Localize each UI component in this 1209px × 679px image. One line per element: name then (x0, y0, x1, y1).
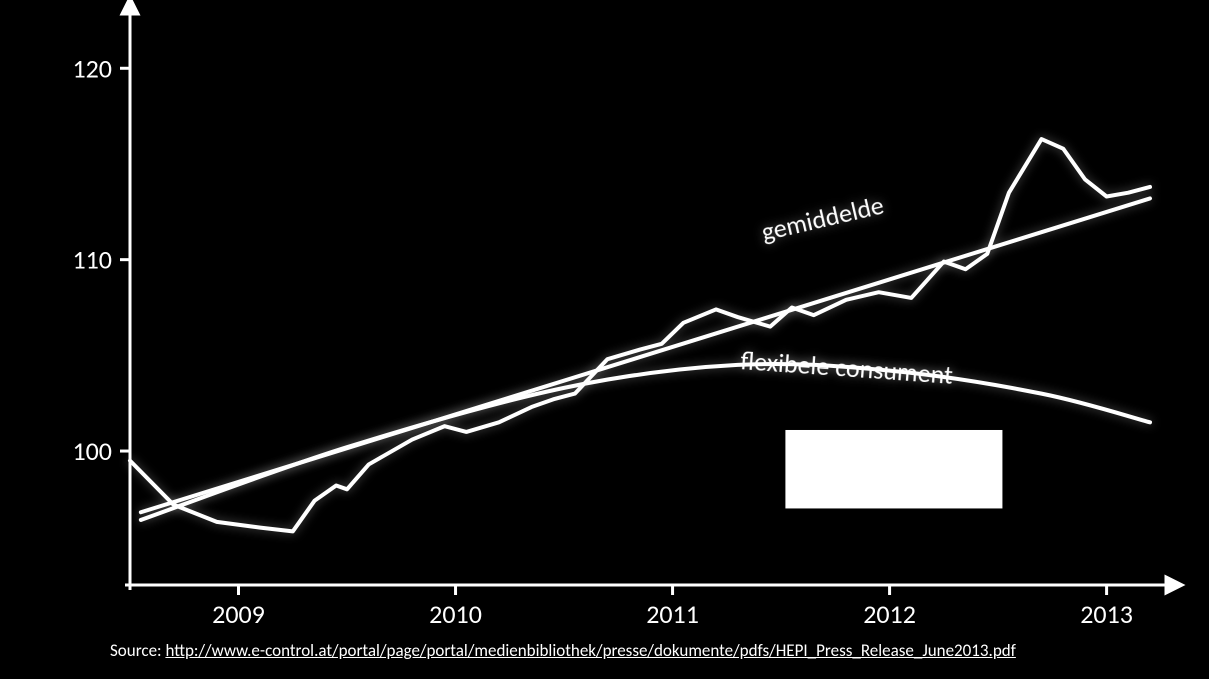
x-tick-label: 2009 (212, 598, 265, 630)
x-tick-label: 2010 (429, 598, 482, 630)
y-tick-label: 120 (72, 52, 112, 84)
mask-box (785, 430, 1002, 508)
y-tick-label: 100 (72, 435, 112, 467)
price-index-chart: 10011012020092010201120122013gemiddeldef… (0, 0, 1209, 679)
x-tick-label: 2012 (863, 598, 916, 630)
source-citation: Source: http://www.e-control.at/portal/p… (110, 640, 1016, 661)
source-prefix: Source: (110, 640, 165, 661)
y-tick-label: 110 (72, 244, 112, 276)
source-link[interactable]: http://www.e-control.at/portal/page/port… (165, 640, 1015, 661)
x-tick-label: 2013 (1080, 598, 1133, 630)
x-tick-label: 2011 (646, 598, 699, 630)
